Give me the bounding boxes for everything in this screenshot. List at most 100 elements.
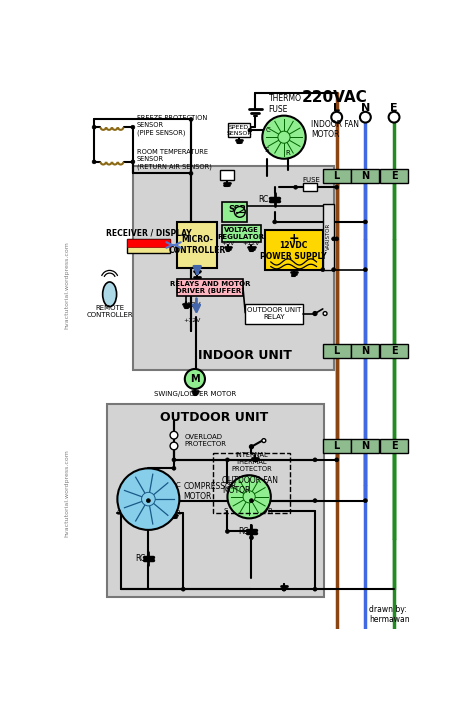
Text: L: L [334, 170, 340, 181]
Bar [228, 123, 250, 137]
Text: VARISTOR: VARISTOR [326, 223, 331, 250]
Circle shape [235, 206, 245, 217]
Text: SPEED
SENSOR: SPEED SENSOR [226, 125, 252, 136]
Text: S: S [117, 510, 121, 516]
Bar [177, 279, 243, 296]
Bar [128, 239, 170, 247]
Circle shape [321, 268, 325, 271]
Text: COMPRESSOR
MOTOR: COMPRESSOR MOTOR [183, 481, 237, 501]
Circle shape [364, 498, 367, 503]
Bar [219, 170, 234, 180]
Circle shape [226, 530, 229, 533]
Bar [380, 344, 408, 358]
Circle shape [226, 458, 229, 462]
Text: E: E [391, 441, 397, 451]
Text: S: S [265, 147, 269, 153]
Text: +: + [288, 233, 299, 245]
Text: RC: RC [238, 527, 249, 536]
Text: FREEZE PROTECTION
SENSOR
(PIPE SENSOR): FREEZE PROTECTION SENSOR (PIPE SENSOR) [137, 115, 207, 136]
Text: E: E [390, 103, 398, 113]
Text: +12V: +12V [181, 302, 201, 308]
Text: N: N [361, 103, 370, 113]
Bar [323, 344, 351, 358]
Text: L: L [334, 441, 340, 451]
Circle shape [360, 112, 371, 122]
Text: E: E [391, 170, 397, 181]
Text: ROOM TEMPERATURE
SENSOR
(RETURN AIR SENSOR): ROOM TEMPERATURE SENSOR (RETURN AIR SENS… [137, 149, 211, 170]
Circle shape [248, 129, 252, 132]
Circle shape [364, 220, 367, 224]
Circle shape [313, 498, 317, 503]
Circle shape [278, 132, 290, 144]
Circle shape [389, 112, 400, 122]
Circle shape [273, 220, 277, 224]
Text: OUTDOOR UNIT: OUTDOOR UNIT [160, 411, 268, 424]
Text: THERMO
FUSE: THERMO FUSE [268, 95, 301, 114]
Bar [303, 183, 317, 191]
Text: drawn by:
hermawan: drawn by: hermawan [369, 605, 410, 624]
Text: L: L [333, 103, 340, 113]
Bar [222, 202, 247, 222]
Text: INTERNAL
THERMAL
PROTECTOR: INTERNAL THERMAL PROTECTOR [231, 452, 272, 472]
Text: 220VAC: 220VAC [301, 90, 367, 105]
Circle shape [189, 117, 193, 122]
Text: E: E [391, 346, 397, 356]
Circle shape [172, 467, 176, 470]
Circle shape [146, 498, 150, 503]
Circle shape [142, 492, 155, 506]
Circle shape [313, 312, 317, 315]
Text: +12V: +12V [183, 318, 201, 323]
Text: RELAYS AND MOTOR
DRIVER (BUFFER): RELAYS AND MOTOR DRIVER (BUFFER) [170, 281, 250, 294]
Text: hvactutorial.wordpress.com: hvactutorial.wordpress.com [64, 241, 70, 329]
Text: S: S [224, 508, 228, 514]
Circle shape [282, 588, 286, 591]
Text: C: C [227, 480, 231, 486]
Bar [245, 304, 303, 324]
Bar [264, 230, 323, 269]
Circle shape [294, 185, 298, 189]
Text: R: R [175, 510, 180, 516]
Circle shape [92, 160, 96, 164]
Circle shape [131, 125, 135, 129]
Bar [351, 344, 379, 358]
Bar [351, 169, 379, 182]
Text: R: R [285, 150, 290, 156]
Circle shape [335, 237, 338, 241]
Text: OUTDOOR FAN
MOTOR: OUTDOOR FAN MOTOR [222, 476, 278, 495]
Circle shape [170, 442, 178, 450]
Circle shape [313, 588, 317, 591]
Circle shape [185, 369, 205, 389]
Circle shape [172, 458, 176, 462]
Circle shape [249, 445, 254, 449]
Ellipse shape [103, 282, 117, 307]
Bar [222, 225, 261, 242]
Circle shape [323, 312, 327, 315]
Circle shape [131, 160, 135, 164]
Bar [128, 239, 170, 252]
Circle shape [335, 185, 338, 189]
Text: N: N [361, 346, 369, 356]
Bar [323, 439, 351, 453]
Text: +5V: +5V [221, 241, 235, 246]
Text: L: L [334, 346, 340, 356]
Bar [177, 222, 218, 268]
Circle shape [228, 475, 271, 518]
Text: INDOOR UNIT: INDOOR UNIT [198, 349, 292, 363]
Circle shape [189, 172, 193, 175]
Text: OUTDOOR UNIT
RELAY: OUTDOOR UNIT RELAY [247, 307, 301, 320]
Bar [107, 404, 324, 597]
Text: OVERLOAD
PROTECTOR: OVERLOAD PROTECTOR [185, 434, 227, 447]
Text: REMOTE
CONTROLLER: REMOTE CONTROLLER [86, 305, 133, 317]
Text: N: N [361, 441, 369, 451]
Bar [380, 439, 408, 453]
Text: +12V: +12V [243, 241, 260, 246]
Text: C: C [175, 482, 180, 489]
Circle shape [170, 431, 178, 439]
Circle shape [262, 116, 306, 159]
Circle shape [92, 125, 96, 129]
Circle shape [182, 588, 185, 591]
Text: M: M [190, 374, 200, 384]
Bar [323, 204, 334, 269]
Text: RC: RC [136, 554, 146, 563]
Text: R: R [267, 508, 272, 514]
